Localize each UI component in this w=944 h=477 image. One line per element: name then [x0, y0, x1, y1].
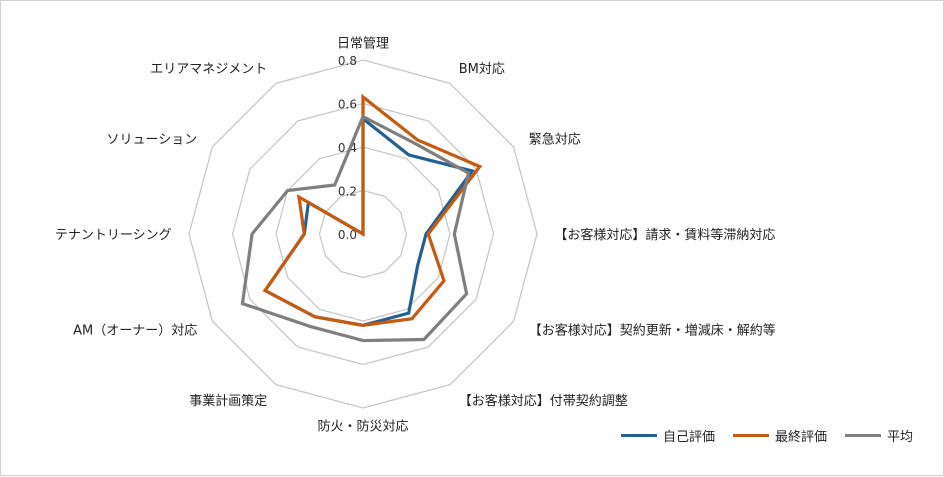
legend-item-average: 平均 [844, 426, 913, 445]
legend-swatch [620, 434, 657, 437]
tick-label: 0.8 [338, 54, 357, 68]
category-label: BM対応 [459, 62, 505, 77]
legend-label: 最終評価 [774, 430, 827, 445]
legend-item-self: 自己評価 [620, 426, 715, 445]
legend-label: 平均 [886, 430, 913, 445]
series-line-2 [240, 114, 471, 343]
legend-label: 自己評価 [662, 430, 715, 445]
category-label: AM（オーナー）対応 [73, 324, 197, 339]
legend-swatch [844, 434, 881, 437]
series-line-1 [262, 93, 483, 327]
category-label: 【お客様対応】付帯契約調整 [459, 393, 628, 409]
category-label: 【お客様対応】請求・賃料等滞納対応 [554, 227, 775, 243]
category-label: テナントリーシング [55, 228, 172, 243]
tick-label: 0.0 [338, 228, 357, 242]
legend: 自己評価 最終評価 平均 [620, 426, 913, 445]
grid-ring [188, 59, 538, 409]
category-label: 【お客様対応】契約更新・増減床・解約等 [529, 323, 776, 339]
category-label: 防火・防災対応 [317, 418, 408, 434]
category-label: 緊急対応 [529, 132, 581, 147]
tick-label: 0.2 [338, 185, 357, 199]
grid-ring [231, 102, 495, 366]
legend-swatch [732, 434, 769, 437]
legend-item-final: 最終評価 [732, 426, 827, 445]
category-label: 事業計画策定 [189, 393, 267, 409]
category-label: ソリューション [106, 132, 197, 147]
category-label: 日常管理 [337, 37, 389, 52]
tick-label: 0.6 [338, 98, 357, 112]
category-label: エリアマネジメント [150, 62, 267, 77]
